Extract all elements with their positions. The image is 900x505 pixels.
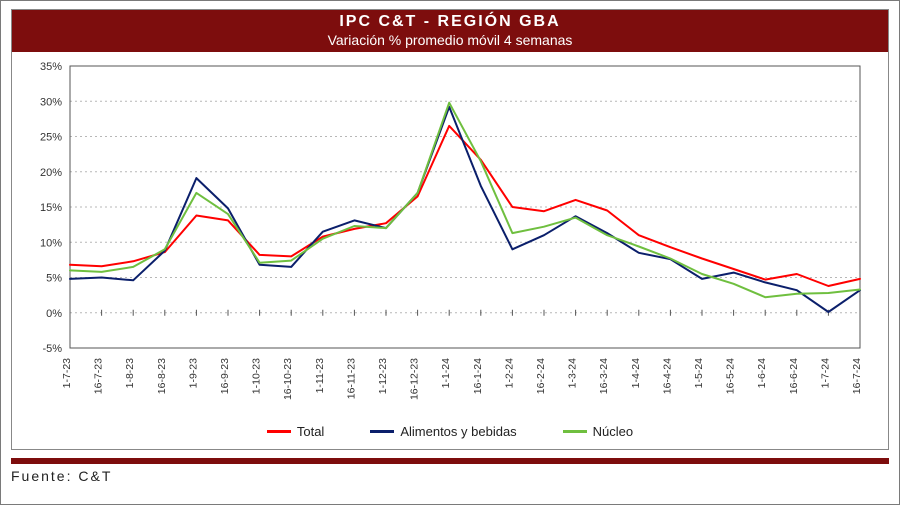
svg-text:35%: 35% (40, 61, 62, 73)
chart-legend: Total Alimentos y bebidas Núcleo (12, 418, 888, 449)
legend-label: Alimentos y bebidas (400, 424, 516, 439)
separator-bar (11, 458, 889, 464)
chart-plot-area: -5% 0% 5% 10% 15% 20% 25% 30% 35% 1-7-23 16-7-23 1-… (12, 52, 888, 418)
svg-text:16-11-23: 16-11-23 (345, 358, 357, 399)
svg-text:16-8-23: 16-8-23 (156, 358, 168, 394)
svg-text:10%: 10% (40, 237, 62, 249)
chart-title: IPC C&T - REGIÓN GBA (12, 13, 888, 31)
svg-text:30%: 30% (40, 96, 62, 108)
svg-text:1-8-23: 1-8-23 (124, 358, 136, 389)
svg-text:16-1-24: 16-1-24 (472, 358, 484, 394)
legend-item: Total (267, 424, 324, 439)
svg-text:20%: 20% (40, 167, 62, 179)
chart-card: IPC C&T - REGIÓN GBA Variación % promedi… (0, 0, 900, 505)
svg-text:16-12-23: 16-12-23 (409, 358, 421, 400)
svg-text:5%: 5% (46, 273, 62, 285)
svg-text:1-4-24: 1-4-24 (630, 358, 642, 389)
chart-header: IPC C&T - REGIÓN GBA Variación % promedi… (12, 10, 888, 52)
legend-swatch (563, 430, 587, 433)
svg-text:16-6-24: 16-6-24 (788, 358, 800, 394)
svg-text:16-2-24: 16-2-24 (535, 358, 547, 394)
legend-label: Total (297, 424, 324, 439)
line-chart-svg: -5% 0% 5% 10% 15% 20% 25% 30% 35% 1-7-23 16-7-23 1-… (18, 56, 874, 416)
chart-subtitle: Variación % promedio móvil 4 semanas (12, 32, 888, 48)
svg-text:16-5-24: 16-5-24 (725, 358, 737, 394)
source-label: Fuente: C&T (11, 468, 889, 484)
svg-text:25%: 25% (40, 132, 62, 144)
svg-text:15%: 15% (40, 202, 62, 214)
svg-text:1-7-23: 1-7-23 (61, 358, 73, 389)
svg-text:0%: 0% (46, 308, 62, 320)
svg-text:16-9-23: 16-9-23 (219, 358, 231, 394)
svg-text:16-3-24: 16-3-24 (598, 358, 610, 394)
svg-text:1-6-24: 1-6-24 (756, 358, 768, 389)
svg-text:16-10-23: 16-10-23 (282, 358, 294, 400)
svg-text:16-7-23: 16-7-23 (93, 358, 105, 394)
svg-text:1-12-23: 1-12-23 (377, 358, 389, 394)
legend-swatch (370, 430, 394, 433)
chart-inner-frame: IPC C&T - REGIÓN GBA Variación % promedi… (11, 9, 889, 450)
legend-swatch (267, 430, 291, 433)
svg-text:1-1-24: 1-1-24 (440, 358, 452, 389)
svg-text:16-4-24: 16-4-24 (661, 358, 673, 394)
svg-text:-5%: -5% (42, 343, 62, 355)
svg-text:1-7-24: 1-7-24 (819, 358, 831, 389)
svg-text:1-9-23: 1-9-23 (187, 358, 199, 389)
svg-text:16-7-24: 16-7-24 (851, 358, 863, 394)
svg-text:1-10-23: 1-10-23 (251, 358, 263, 394)
legend-item: Alimentos y bebidas (370, 424, 516, 439)
svg-text:1-2-24: 1-2-24 (503, 358, 515, 389)
legend-item: Núcleo (563, 424, 633, 439)
svg-text:1-3-24: 1-3-24 (567, 358, 579, 389)
legend-label: Núcleo (593, 424, 633, 439)
svg-text:1-5-24: 1-5-24 (693, 358, 705, 389)
svg-text:1-11-23: 1-11-23 (314, 358, 326, 394)
